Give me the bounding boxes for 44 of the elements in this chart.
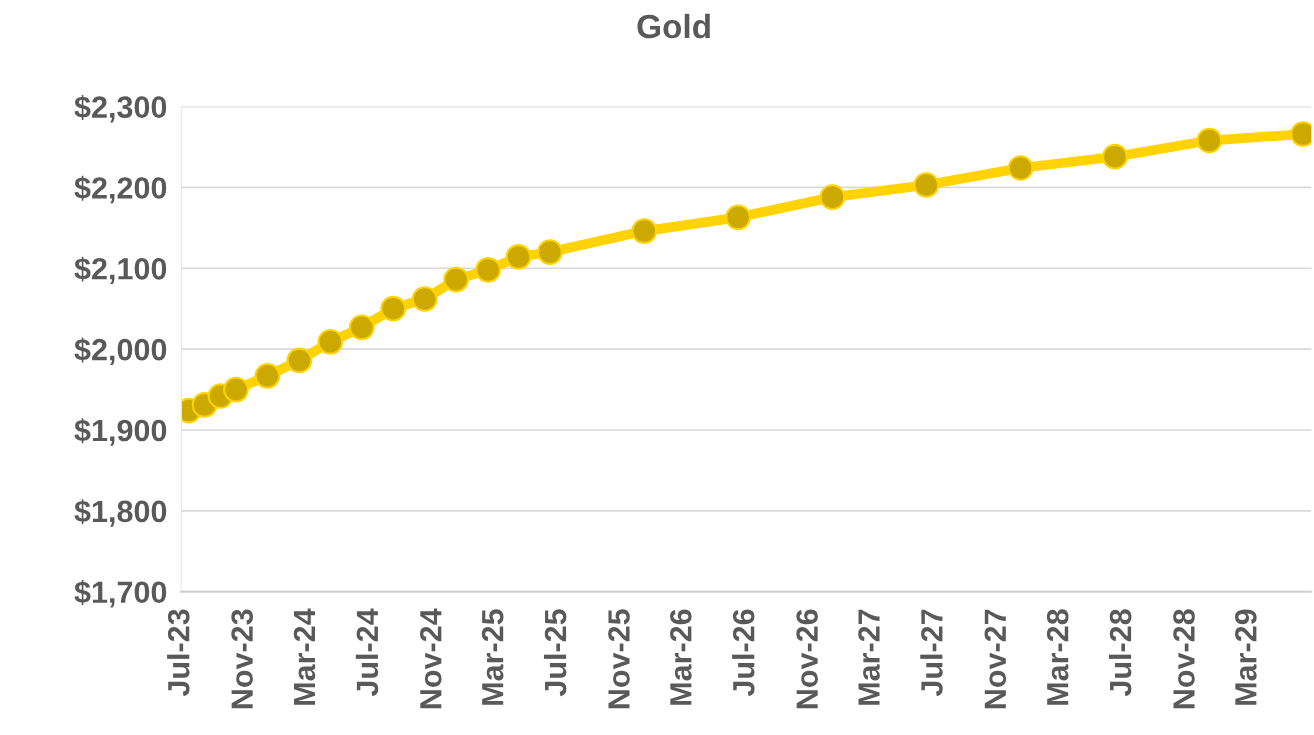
point [254, 362, 281, 389]
x-tick-label: Nov-28 [1173, 609, 1195, 709]
point [725, 204, 751, 231]
y-tick-label: $2,300 [74, 94, 167, 123]
x-tick-label: Nov-24 [419, 608, 442, 709]
y-tick-label: $1,700 [74, 580, 167, 608]
x-tick-label: Nov-26 [796, 609, 818, 709]
x-tick-label: Nov-25 [608, 609, 630, 709]
x-tick-label: Mar-28 [1046, 609, 1069, 705]
point [317, 329, 344, 355]
point [411, 286, 438, 312]
x-tick-label: Jul-26 [732, 609, 755, 697]
point [819, 184, 846, 210]
point [913, 172, 940, 198]
point [223, 376, 249, 403]
point [1102, 143, 1128, 170]
point [348, 314, 375, 341]
point [1007, 155, 1034, 181]
x-tick-label: Mar-24 [293, 608, 316, 705]
y-tick-label: $1,800 [74, 499, 167, 527]
x-tick-label: Mar-26 [670, 609, 692, 705]
point [380, 295, 407, 322]
x-tick-label: Mar-29 [1235, 609, 1257, 705]
y-tick-label: $1,900 [74, 418, 167, 446]
x-tick-label: Jul-28 [1108, 609, 1132, 697]
x-tick-label: Nov-23 [231, 609, 253, 709]
x-tick-label: Jul-23 [167, 609, 190, 697]
point [631, 218, 658, 244]
point [1196, 127, 1223, 154]
y-tick-label: $2,200 [74, 175, 167, 204]
point [443, 266, 469, 293]
point [286, 347, 313, 374]
point [537, 239, 563, 265]
x-tick-label: Jul-24 [355, 608, 379, 697]
y-tick-label: $2,000 [74, 337, 167, 365]
point [475, 257, 501, 283]
y-tick-label: $2,100 [74, 256, 167, 285]
x-tick-label: Nov-27 [984, 609, 1007, 709]
x-tick-label: Mar-25 [481, 609, 504, 705]
x-tick-label: Jul-25 [543, 609, 567, 697]
chart-title: Gold [637, 13, 710, 39]
x-tick-label: Mar-27 [858, 609, 880, 705]
point [505, 244, 532, 270]
x-tick-label: Jul-27 [920, 609, 943, 697]
